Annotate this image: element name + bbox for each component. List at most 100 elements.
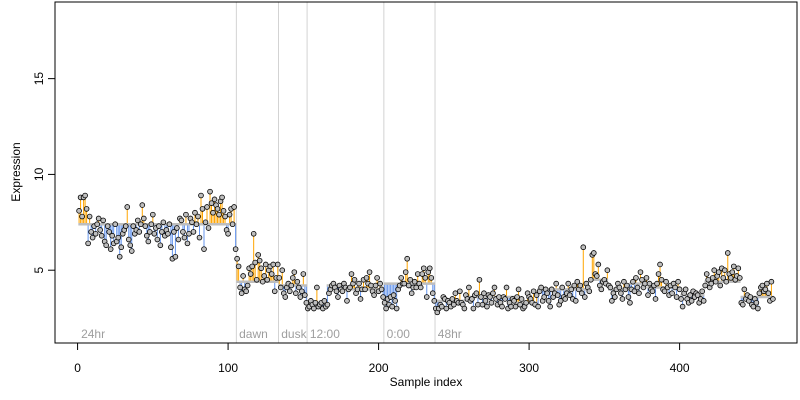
data-point — [107, 246, 114, 252]
data-point — [727, 275, 734, 281]
data-point — [243, 288, 249, 295]
data-point — [402, 269, 409, 275]
data-point — [604, 267, 611, 274]
data-point — [374, 275, 380, 281]
region-label: dusk — [281, 327, 307, 341]
y-tick-label: 10 — [32, 167, 46, 181]
data-point — [381, 299, 388, 306]
data-point — [591, 250, 597, 256]
data-point — [407, 276, 413, 283]
data-point — [414, 271, 421, 277]
data-point — [250, 231, 257, 237]
data-point — [82, 192, 88, 199]
data-point — [682, 286, 689, 293]
data-point — [229, 221, 236, 228]
data-point — [235, 263, 242, 270]
data-point — [148, 221, 155, 228]
data-point — [344, 298, 350, 304]
data-point — [100, 217, 106, 224]
data-point — [491, 284, 498, 291]
data-point — [753, 299, 760, 306]
data-point — [503, 284, 510, 291]
data-point — [178, 217, 185, 224]
data-point — [488, 299, 495, 306]
data-point — [83, 206, 90, 212]
data-point — [190, 229, 197, 235]
data-point — [244, 282, 251, 289]
data-point — [258, 265, 264, 272]
data-point — [514, 294, 520, 300]
data-point — [428, 275, 435, 281]
data-point — [755, 305, 761, 312]
data-point — [335, 294, 341, 300]
data-point — [354, 286, 361, 293]
data-point — [457, 288, 463, 295]
data-point — [703, 271, 710, 277]
data-point — [518, 296, 525, 302]
data-point — [371, 292, 377, 298]
data-point — [184, 240, 191, 247]
data-point — [578, 290, 585, 296]
y-axis-title: Expression — [9, 142, 23, 201]
data-point — [658, 276, 665, 283]
x-axis-title: Sample index — [390, 375, 463, 389]
data-point — [619, 296, 626, 302]
data-point — [574, 278, 581, 285]
data-point — [181, 234, 188, 241]
data-point — [151, 231, 158, 237]
data-point — [216, 211, 222, 218]
data-point — [150, 211, 156, 218]
data-point — [147, 229, 153, 235]
data-point — [669, 290, 675, 296]
data-point — [106, 229, 112, 235]
data-point — [642, 280, 648, 287]
data-point — [303, 299, 310, 306]
data-point — [586, 288, 593, 295]
data-point — [470, 305, 477, 312]
x-tick-label: 400 — [670, 361, 690, 375]
data-point — [247, 271, 254, 277]
data-point — [627, 299, 633, 306]
data-point — [687, 292, 693, 298]
data-point — [174, 225, 180, 231]
data-point — [559, 284, 566, 291]
data-point — [165, 231, 171, 237]
data-point — [192, 209, 198, 216]
data-point — [612, 294, 618, 300]
data-point — [137, 221, 144, 228]
x-tick-label: 300 — [519, 361, 539, 375]
data-point — [288, 282, 295, 289]
data-point — [580, 244, 587, 251]
data-point — [333, 288, 340, 295]
data-point — [621, 278, 627, 285]
data-point — [234, 255, 240, 262]
data-point — [530, 288, 537, 295]
data-point — [290, 275, 296, 281]
x-tick-label: 100 — [218, 361, 238, 375]
data-point — [499, 303, 505, 310]
data-point — [252, 259, 258, 266]
data-point — [392, 298, 398, 304]
data-point — [426, 265, 433, 272]
data-point — [378, 286, 385, 293]
data-point — [193, 221, 200, 228]
data-point — [311, 305, 317, 312]
data-point — [282, 294, 289, 300]
data-point — [709, 275, 716, 281]
data-point — [89, 234, 96, 241]
data-point — [451, 301, 457, 308]
data-point — [607, 284, 614, 291]
data-point — [296, 284, 302, 291]
data-point — [157, 242, 164, 249]
data-point — [408, 290, 415, 296]
data-point — [276, 275, 283, 281]
data-point — [140, 215, 147, 222]
data-point — [124, 204, 131, 210]
data-point — [98, 232, 105, 239]
data-point — [452, 290, 459, 296]
data-point — [762, 286, 769, 293]
data-point — [609, 298, 615, 304]
data-point — [461, 305, 468, 312]
data-point — [389, 303, 395, 310]
x-tick-label: 0 — [74, 361, 81, 375]
